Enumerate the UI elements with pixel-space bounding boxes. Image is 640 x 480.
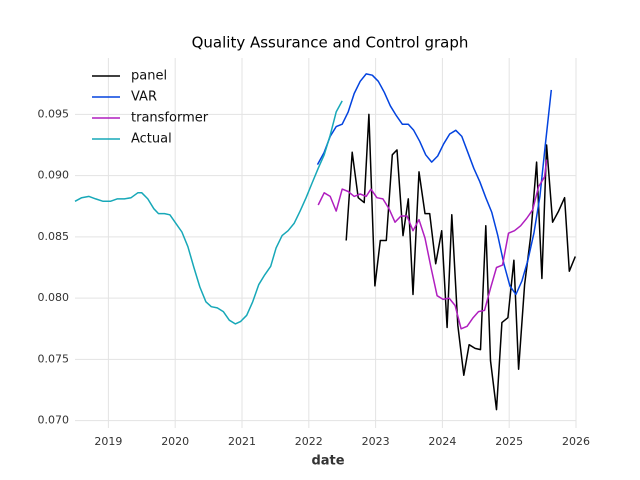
x-tick-label: 2020 — [161, 435, 189, 448]
x-tick-label: 2026 — [562, 435, 590, 448]
chart-title: Quality Assurance and Control graph — [192, 34, 469, 52]
y-tick-label: 0.090 — [38, 169, 70, 182]
series-line — [317, 159, 548, 330]
y-tick-label: 0.095 — [38, 107, 70, 120]
x-tick-label: 2022 — [295, 435, 323, 448]
x-axis-label: date — [311, 454, 344, 469]
legend-label: transformer — [131, 111, 209, 126]
series-line — [74, 100, 343, 325]
x-tick-label: 2023 — [362, 435, 390, 448]
legend-label: Actual — [131, 132, 172, 147]
x-tick-label: 2024 — [428, 435, 456, 448]
x-tick-label: 2025 — [495, 435, 523, 448]
y-tick-label: 0.070 — [38, 414, 70, 427]
legend-label: VAR — [131, 90, 157, 105]
y-tick-label: 0.075 — [38, 352, 70, 365]
legend-label: panel — [131, 69, 167, 84]
x-tick-label: 2021 — [228, 435, 256, 448]
x-tick-label: 2019 — [94, 435, 122, 448]
y-tick-label: 0.085 — [38, 230, 70, 243]
series-line — [345, 113, 576, 411]
series-line — [316, 73, 553, 296]
y-tick-label: 0.080 — [38, 291, 70, 304]
